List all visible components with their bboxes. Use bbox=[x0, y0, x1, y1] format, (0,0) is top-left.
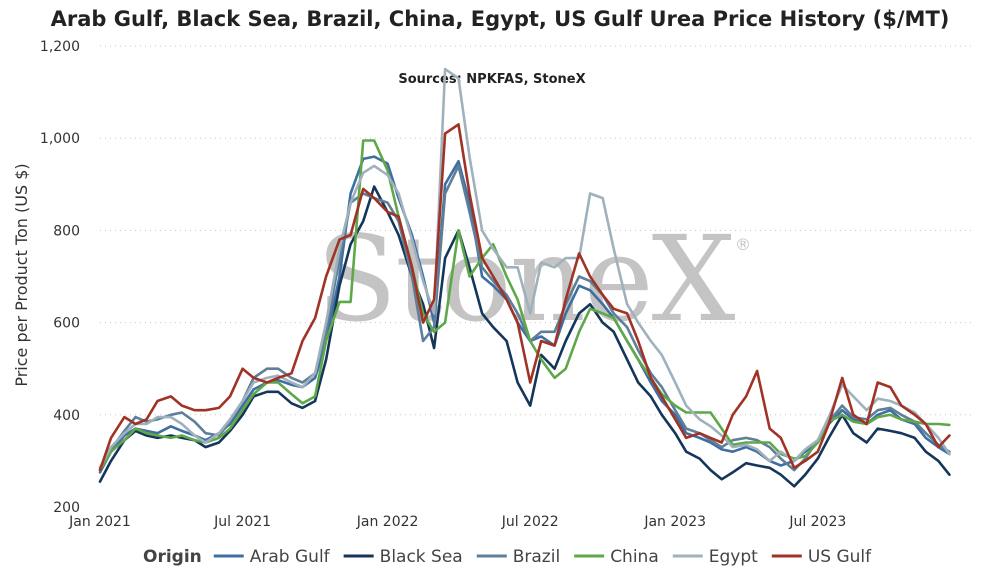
x-tick-label: Jul 2021 bbox=[213, 514, 271, 530]
series-line-black-sea bbox=[98, 185, 951, 488]
watermark-text: StoneX bbox=[316, 210, 735, 348]
legend-label: Brazil bbox=[513, 547, 560, 567]
y-tick-label: 600 bbox=[53, 316, 80, 332]
legend-label: China bbox=[610, 547, 659, 567]
legend-label: US Gulf bbox=[808, 547, 872, 567]
legend-label: Egypt bbox=[709, 547, 758, 567]
y-axis-ticks: 200 400 600 800 1,000 1,200 bbox=[40, 39, 80, 516]
series-line-china bbox=[98, 139, 951, 472]
legend-title: Origin bbox=[143, 547, 202, 567]
x-axis-ticks: Jan 2021 Jul 2021 Jan 2022 Jul 2022 Jan 2023… bbox=[68, 514, 846, 530]
y-tick-label: 400 bbox=[53, 408, 80, 424]
chart-title: Arab Gulf, Black Sea, Brazil, China, Egy… bbox=[51, 7, 950, 31]
y-tick-label: 1,000 bbox=[40, 131, 80, 147]
x-tick-label: Jul 2022 bbox=[501, 514, 559, 530]
x-tick-label: Jan 2021 bbox=[68, 514, 131, 530]
watermark: StoneX ® bbox=[316, 210, 751, 348]
watermark-registered-mark: ® bbox=[735, 235, 751, 254]
y-tick-label: 800 bbox=[53, 223, 80, 239]
gridlines bbox=[100, 45, 972, 416]
y-tick-label: 1,200 bbox=[40, 39, 80, 55]
x-tick-label: Jul 2023 bbox=[788, 514, 846, 530]
legend: Origin Arab Gulf Black Sea Brazil China Egyp… bbox=[143, 547, 872, 567]
x-tick-label: Jan 2022 bbox=[356, 514, 419, 530]
plot-area bbox=[98, 67, 951, 488]
legend-label: Arab Gulf bbox=[250, 547, 331, 567]
y-tick-label: 200 bbox=[53, 500, 80, 516]
y-axis-label: Price per Product Ton (US $) bbox=[12, 163, 31, 386]
series-line-egypt bbox=[98, 67, 951, 470]
x-tick-label: Jan 2023 bbox=[643, 514, 706, 530]
chart-subtitle: Sources: NPKFAS, StoneX bbox=[398, 72, 585, 87]
series-line-us-gulf bbox=[98, 123, 951, 472]
series-line-arab-gulf bbox=[98, 155, 951, 474]
legend-label: Black Sea bbox=[380, 547, 463, 567]
